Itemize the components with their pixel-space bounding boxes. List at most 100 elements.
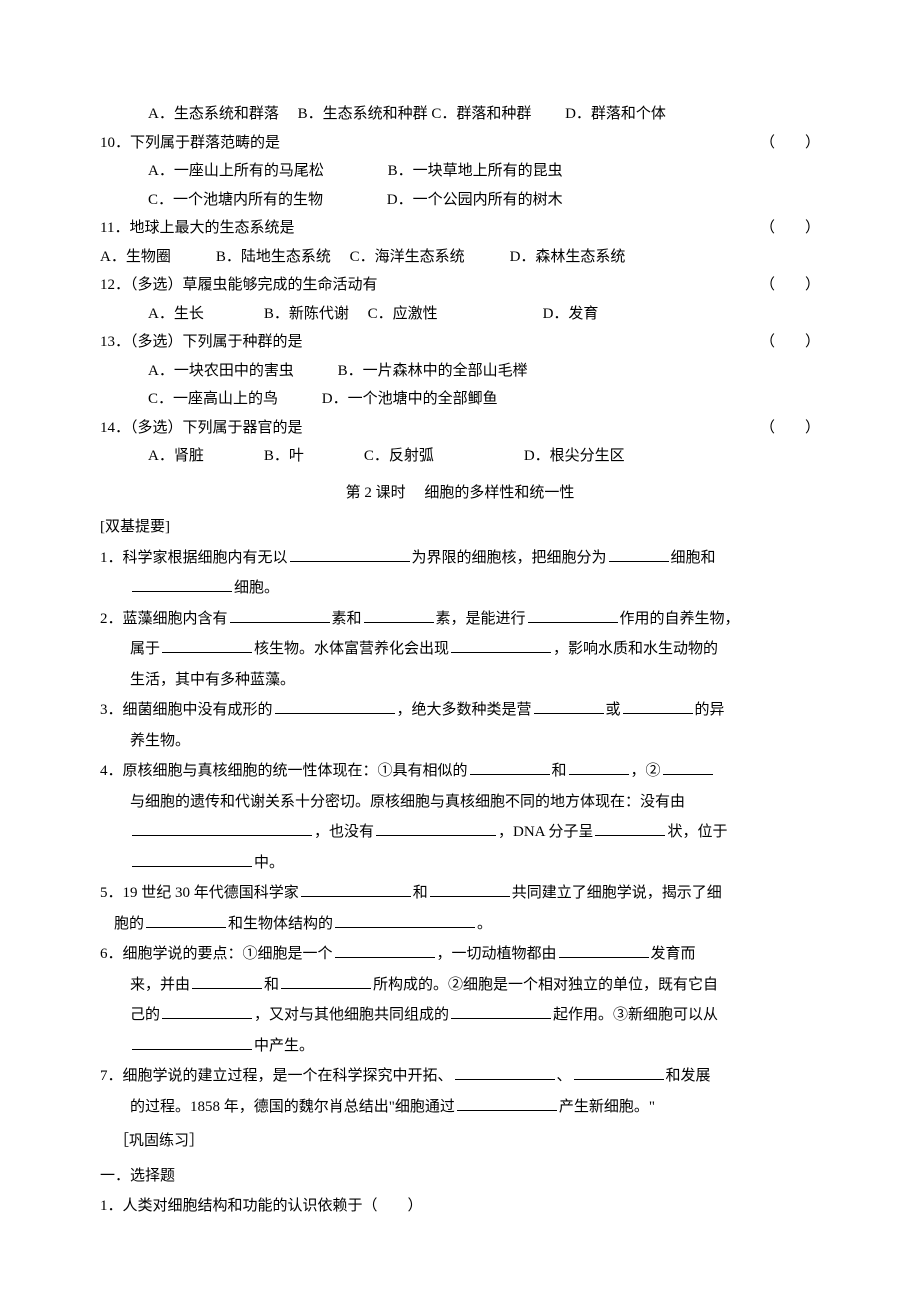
blank bbox=[528, 607, 618, 623]
q12-options: A．生长 B．新陈代谢 C．应激性 D．发育 bbox=[100, 300, 820, 329]
blank bbox=[192, 973, 262, 989]
f2d: 作用的自养生物， bbox=[620, 611, 740, 627]
fill-6: 6．细胞学说的要点：①细胞是一个，一切动植物都由发育而 bbox=[100, 940, 820, 969]
q14-stem: 14．（多选）下列属于器官的是 （ ） bbox=[100, 414, 820, 443]
q10-opt-c: C．一个池塘内所有的生物 bbox=[148, 192, 323, 208]
f2b: 素和 bbox=[332, 611, 362, 627]
fill-4: 4．原核细胞与真核细胞的统一性体现在：①具有相似的和，② bbox=[100, 757, 820, 786]
f2h: 生活，其中有多种蓝藻。 bbox=[130, 672, 295, 688]
q13-opt-a: A．一块农田中的害虫 bbox=[148, 363, 294, 379]
heading-gonggu: ［巩固练习］ bbox=[100, 1127, 820, 1156]
blank bbox=[281, 973, 371, 989]
section-title: 第 2 课时 细胞的多样性和统一性 bbox=[100, 479, 820, 508]
blank bbox=[132, 820, 312, 836]
blank bbox=[451, 637, 551, 653]
f6d: 来，并由 bbox=[130, 977, 190, 993]
f5c: 共同建立了细胞学说，揭示了细 bbox=[512, 885, 722, 901]
heading-xuanze: 一．选择题 bbox=[100, 1162, 820, 1191]
fill-7-cont: 的过程。1858 年，德国的魏尔肖总结出"细胞通过 产生新细胞。" bbox=[100, 1093, 820, 1122]
q14-options: A．肾脏 B．叶 C．反射弧 D．根尖分生区 bbox=[100, 442, 820, 471]
fill-6-cont1: 来，并由 和 所构成的。②细胞是一个相对独立的单位，既有它自 bbox=[100, 971, 820, 1000]
blank bbox=[275, 698, 395, 714]
f2c: 素，是能进行 bbox=[436, 611, 526, 627]
q10-stem-text: 10．下列属于群落范畴的是 bbox=[100, 135, 280, 151]
f6c: 发育而 bbox=[651, 946, 696, 962]
q13-paren: （ ） bbox=[760, 328, 820, 357]
blank bbox=[132, 576, 232, 592]
blank bbox=[534, 698, 604, 714]
f4f: ，DNA 分子呈 bbox=[498, 824, 593, 840]
fill-5-cont: 胞的 和生物体结构的 。 bbox=[100, 910, 820, 939]
practice-q1: 1．人类对细胞结构和功能的认识依赖于（ ） bbox=[100, 1192, 820, 1221]
q13-stem: 13．（多选）下列属于种群的是 （ ） bbox=[100, 328, 820, 357]
blank bbox=[162, 1003, 252, 1019]
f5a: 5．19 世纪 30 年代德国科学家 bbox=[100, 885, 299, 901]
q13-stem-text: 13．（多选）下列属于种群的是 bbox=[100, 334, 303, 350]
f2g: ，影响水质和水生动物的 bbox=[553, 641, 718, 657]
blank bbox=[470, 759, 550, 775]
q13-row2: C．一座高山上的鸟 D．一个池塘中的全部鲫鱼 bbox=[100, 385, 820, 414]
f7e: 产生新细胞。" bbox=[559, 1099, 655, 1115]
fill-6-cont3: 中产生。 bbox=[100, 1032, 820, 1061]
q10-paren: （ ） bbox=[760, 129, 820, 158]
blank bbox=[301, 881, 411, 897]
q12-paren: （ ） bbox=[760, 271, 820, 300]
f1c: 细胞和 bbox=[671, 550, 716, 566]
q14-paren: （ ） bbox=[760, 414, 820, 443]
fill-2-cont1: 属于 核生物。水体富营养化会出现 ，影响水质和水生动物的 bbox=[100, 635, 820, 664]
f4d: 与细胞的遗传和代谢关系十分密切。原核细胞与真核细胞不同的地方体现在：没有由 bbox=[130, 794, 685, 810]
f1d: 细胞。 bbox=[234, 580, 279, 596]
f1a: 1．科学家根据细胞内有无以 bbox=[100, 550, 288, 566]
blank bbox=[455, 1064, 555, 1080]
f6j: 中产生。 bbox=[254, 1038, 314, 1054]
f5f: 。 bbox=[477, 916, 492, 932]
blank bbox=[559, 942, 649, 958]
q14-stem-text: 14．（多选）下列属于器官的是 bbox=[100, 420, 303, 436]
f6h: ，又对与其他细胞共同组成的 bbox=[254, 1007, 449, 1023]
f4h: 中。 bbox=[254, 855, 284, 871]
f5e: 和生物体结构的 bbox=[228, 916, 333, 932]
fill-2-cont2: 生活，其中有多种蓝藻。 bbox=[100, 666, 820, 695]
blank bbox=[335, 912, 475, 928]
f2e: 属于 bbox=[130, 641, 160, 657]
f3b: ，绝大多数种类是营 bbox=[397, 702, 532, 718]
f3c: 或 bbox=[606, 702, 621, 718]
q10-opt-b: B．一块草地上所有的昆虫 bbox=[388, 163, 563, 179]
f2f: 核生物。水体富营养化会出现 bbox=[254, 641, 449, 657]
f1b: 为界限的细胞核，把细胞分为 bbox=[412, 550, 607, 566]
f6e: 和 bbox=[264, 977, 279, 993]
q13-row1: A．一块农田中的害虫 B．一片森林中的全部山毛榉 bbox=[100, 357, 820, 386]
f5d: 胞的 bbox=[114, 916, 144, 932]
blank bbox=[595, 820, 665, 836]
f4a: 4．原核细胞与真核细胞的统一性体现在：①具有相似的 bbox=[100, 763, 468, 779]
blank bbox=[609, 546, 669, 562]
q13-opt-b: B．一片森林中的全部山毛榉 bbox=[338, 363, 528, 379]
q13-opt-d: D．一个池塘中的全部鲫鱼 bbox=[322, 391, 498, 407]
q11-paren: （ ） bbox=[760, 214, 820, 243]
fill-4-cont3: 中。 bbox=[100, 849, 820, 878]
q11-options: A．生物圈 B．陆地生态系统 C．海洋生态系统 D．森林生态系统 bbox=[100, 243, 820, 272]
blank bbox=[376, 820, 496, 836]
q10-row2: C．一个池塘内所有的生物 D．一个公园内所有的树木 bbox=[100, 186, 820, 215]
f5b: 和 bbox=[413, 885, 428, 901]
fill-1-cont: 细胞。 bbox=[100, 574, 820, 603]
f6f: 所构成的。②细胞是一个相对独立的单位，既有它自 bbox=[373, 977, 718, 993]
blank bbox=[451, 1003, 551, 1019]
fill-6-cont2: 己的，又对与其他细胞共同组成的起作用。③新细胞可以从 bbox=[100, 1001, 820, 1030]
f6i: 起作用。③新细胞可以从 bbox=[553, 1007, 718, 1023]
q10-opt-d: D．一个公园内所有的树木 bbox=[387, 192, 563, 208]
f7d: 的过程。1858 年，德国的魏尔肖总结出"细胞通过 bbox=[130, 1099, 455, 1115]
f3d: 的异 bbox=[695, 702, 725, 718]
f4b: 和 bbox=[552, 763, 567, 779]
blank bbox=[230, 607, 330, 623]
f7c: 和发展 bbox=[666, 1068, 711, 1084]
blank bbox=[335, 942, 435, 958]
f6a: 6．细胞学说的要点：①细胞是一个 bbox=[100, 946, 333, 962]
q13-opt-c: C．一座高山上的鸟 bbox=[148, 391, 278, 407]
q10-stem: 10．下列属于群落范畴的是 （ ） bbox=[100, 129, 820, 158]
blank bbox=[430, 881, 510, 897]
f4g: 状，位于 bbox=[667, 824, 727, 840]
fill-4-cont1: 与细胞的遗传和代谢关系十分密切。原核细胞与真核细胞不同的地方体现在：没有由 bbox=[100, 788, 820, 817]
f3a: 3．细菌细胞中没有成形的 bbox=[100, 702, 273, 718]
q12-stem-text: 12．（多选）草履虫能够完成的生命活动有 bbox=[100, 277, 378, 293]
